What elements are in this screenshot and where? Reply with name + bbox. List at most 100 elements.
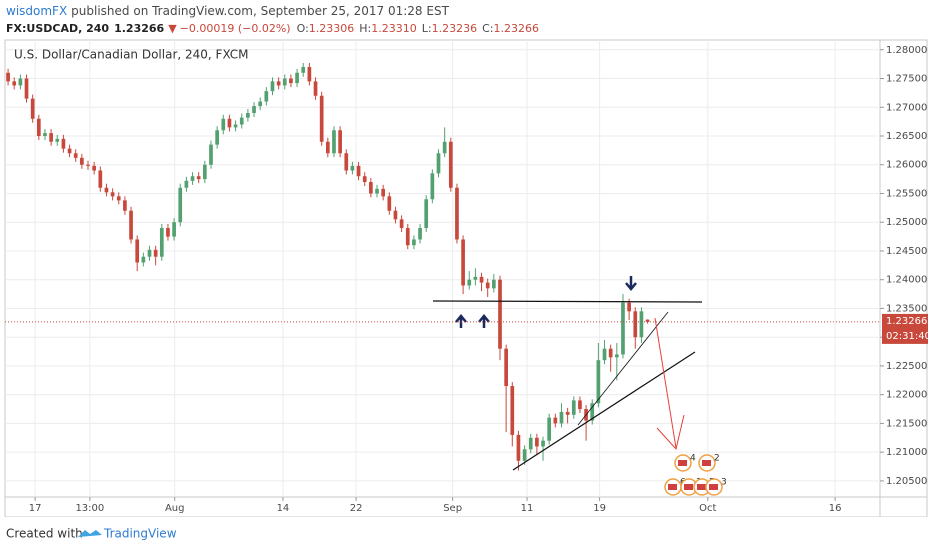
candle-body — [510, 386, 515, 435]
y-tick-label: 1.26000 — [886, 160, 927, 171]
last-price-box — [882, 313, 928, 344]
publisher[interactable]: wisdomFX — [6, 4, 67, 18]
candle-body — [350, 165, 355, 171]
candle-body — [43, 133, 47, 136]
projection-arrow — [654, 317, 685, 451]
candle-body — [61, 138, 66, 149]
x-tick-label: 19 — [593, 503, 606, 514]
candle-body — [221, 118, 226, 131]
candle-body — [12, 81, 17, 86]
x-tick-label: 11 — [521, 503, 534, 514]
candle-body — [80, 157, 84, 165]
candle-body — [553, 417, 558, 424]
candle-body — [123, 200, 127, 211]
candle-body — [381, 188, 386, 197]
candle-body — [535, 437, 539, 447]
candle-body — [73, 153, 78, 158]
candle-body — [147, 249, 152, 257]
trend-line — [512, 351, 696, 471]
candle-body — [590, 403, 595, 421]
last-price-label: 1.23266 — [886, 316, 927, 327]
candle-body — [485, 282, 490, 289]
candle-body — [6, 72, 10, 82]
candle-body — [614, 354, 619, 358]
candle-body — [24, 78, 29, 99]
candle-body — [338, 130, 342, 154]
x-tick-label: 17 — [29, 503, 42, 514]
symbol-line: FX:USDCAD, 240 1.23266 ▼ −0.00019 (−0.02%) O… — [6, 22, 539, 35]
ohlc-key: H: — [359, 22, 371, 35]
candle-body — [430, 173, 435, 200]
candle-body — [153, 249, 158, 257]
x-tick-label: 14 — [277, 503, 290, 514]
candle-body — [547, 417, 552, 441]
y-tick-label: 1.26500 — [886, 131, 927, 142]
candle-body — [178, 187, 183, 223]
footer-bar — [0, 517, 932, 550]
candle-body — [393, 210, 398, 220]
ohlc-key: C: — [482, 22, 493, 35]
event-count: 2 — [714, 454, 720, 464]
event-count: 3 — [721, 478, 727, 488]
up-arrow — [478, 314, 490, 328]
candle-body — [264, 91, 269, 102]
price-tag: 1.23266 02:31:40 — [5, 313, 931, 344]
candle-body — [325, 141, 330, 154]
y-tick-label: 1.24000 — [886, 275, 927, 286]
candle-body — [36, 118, 41, 136]
candle-body — [67, 148, 72, 154]
candle-body — [405, 227, 410, 246]
candle-body — [276, 81, 281, 86]
candle-body — [442, 141, 447, 154]
trend-line — [577, 311, 669, 426]
y-tick-label: 1.25500 — [886, 188, 927, 199]
candle-body — [571, 400, 576, 415]
candle-body — [387, 196, 392, 211]
y-tick-label: 1.23500 — [886, 303, 927, 314]
candle-body — [436, 153, 441, 174]
candle-body — [252, 106, 256, 114]
candle-body — [461, 239, 465, 286]
candle-body — [307, 67, 312, 82]
candle-body — [362, 176, 367, 182]
candle-body — [159, 227, 164, 257]
candle-body — [209, 144, 213, 165]
candle-body — [190, 176, 195, 181]
y-tick-label: 1.21000 — [886, 447, 927, 458]
event-flag — [697, 484, 706, 490]
candle-body — [172, 222, 176, 237]
event-flag — [709, 484, 718, 490]
candle-body — [86, 164, 90, 166]
candle-body — [319, 95, 324, 142]
candle-body — [491, 279, 496, 289]
candle-body — [282, 78, 287, 86]
candle-body — [110, 192, 115, 197]
ohlc-value: 1.23306 — [309, 22, 355, 35]
candle-body — [504, 348, 508, 387]
countdown: 02:31:40 — [886, 331, 931, 342]
candle-body — [289, 78, 293, 84]
event-flag — [702, 460, 711, 466]
chart-title: U.S. Dollar/Canadian Dollar, 240, FXCM — [14, 48, 249, 62]
candle-body — [141, 256, 146, 263]
down-arrow — [625, 276, 637, 291]
y-tick-label: 1.22500 — [886, 361, 927, 372]
x-tick-label: Aug — [165, 503, 185, 514]
drawings — [432, 276, 703, 471]
y-tick-label: 1.25000 — [886, 217, 927, 228]
publish-line: wisdomFX published on TradingView.com, Se… — [6, 4, 450, 18]
candle-body — [215, 130, 219, 145]
candle-body — [301, 67, 306, 73]
candle-body — [49, 133, 53, 142]
candle-body — [184, 180, 189, 188]
x-tick-label: 22 — [350, 503, 363, 514]
candle-body — [645, 319, 650, 322]
event-flag — [668, 484, 677, 490]
event-flag — [678, 460, 687, 466]
candle-body — [270, 81, 275, 92]
candle-body — [30, 98, 35, 119]
candle-body — [424, 199, 429, 228]
x-tick-label: 16 — [829, 503, 842, 514]
candle-body — [116, 196, 121, 201]
footer-brand[interactable]: TradingView — [103, 527, 177, 541]
